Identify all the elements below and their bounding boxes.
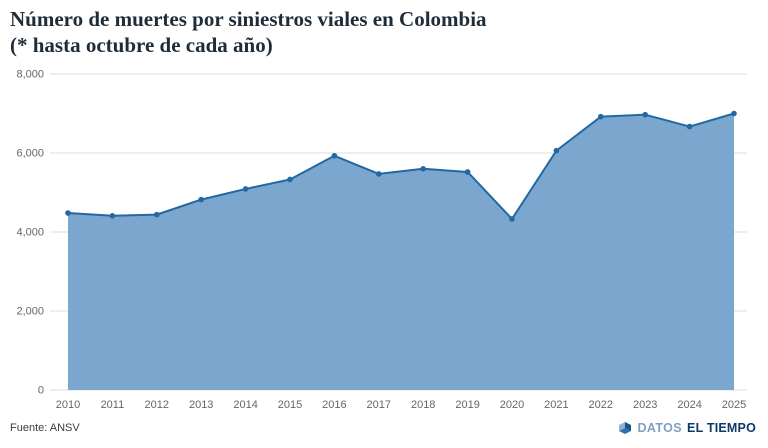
svg-text:2022: 2022 — [589, 399, 613, 411]
svg-text:2025: 2025 — [722, 399, 746, 411]
svg-text:2024: 2024 — [677, 399, 701, 411]
svg-text:2014: 2014 — [233, 399, 257, 411]
svg-text:2,000: 2,000 — [16, 306, 44, 318]
svg-text:2023: 2023 — [633, 399, 657, 411]
brand-logo: DATOS EL TIEMPO — [618, 421, 756, 435]
svg-text:4,000: 4,000 — [16, 227, 44, 239]
el-tiempo-logo-icon — [619, 422, 632, 435]
svg-text:2012: 2012 — [145, 399, 169, 411]
chart-header: Número de muertes por siniestros viales … — [0, 0, 768, 60]
svg-text:2019: 2019 — [455, 399, 479, 411]
svg-text:2010: 2010 — [56, 399, 80, 411]
brand-datos: DATOS — [637, 421, 683, 436]
svg-text:6,000: 6,000 — [16, 148, 44, 160]
source-label: Fuente: ANSV — [10, 422, 80, 435]
brand-el-tiempo: EL TIEMPO — [687, 421, 756, 436]
area-chart-svg: 0 2,000 4,000 6,000 8,000 2010 2011 2012 2013 201… — [16, 69, 747, 411]
chart-title-line2: (* hasta octubre de cada año) — [10, 32, 273, 57]
svg-text:0: 0 — [38, 385, 44, 397]
chart-title: Número de muertes por siniestros viales … — [10, 7, 754, 58]
chart-footer: Fuente: ANSV DATOS EL TIEMPO — [0, 412, 768, 448]
area-chart: 0 2,000 4,000 6,000 8,000 2010 2011 2012 2013 201… — [0, 60, 768, 412]
svg-text:2020: 2020 — [500, 399, 524, 411]
svg-text:2021: 2021 — [544, 399, 568, 411]
svg-text:2013: 2013 — [189, 399, 213, 411]
svg-text:8,000: 8,000 — [16, 69, 44, 81]
svg-text:2016: 2016 — [322, 399, 346, 411]
chart-title-line1: Número de muertes por siniestros viales … — [10, 7, 487, 31]
svg-text:2018: 2018 — [411, 399, 435, 411]
svg-text:2015: 2015 — [278, 399, 302, 411]
svg-text:2017: 2017 — [367, 399, 391, 411]
svg-text:2011: 2011 — [101, 399, 125, 411]
